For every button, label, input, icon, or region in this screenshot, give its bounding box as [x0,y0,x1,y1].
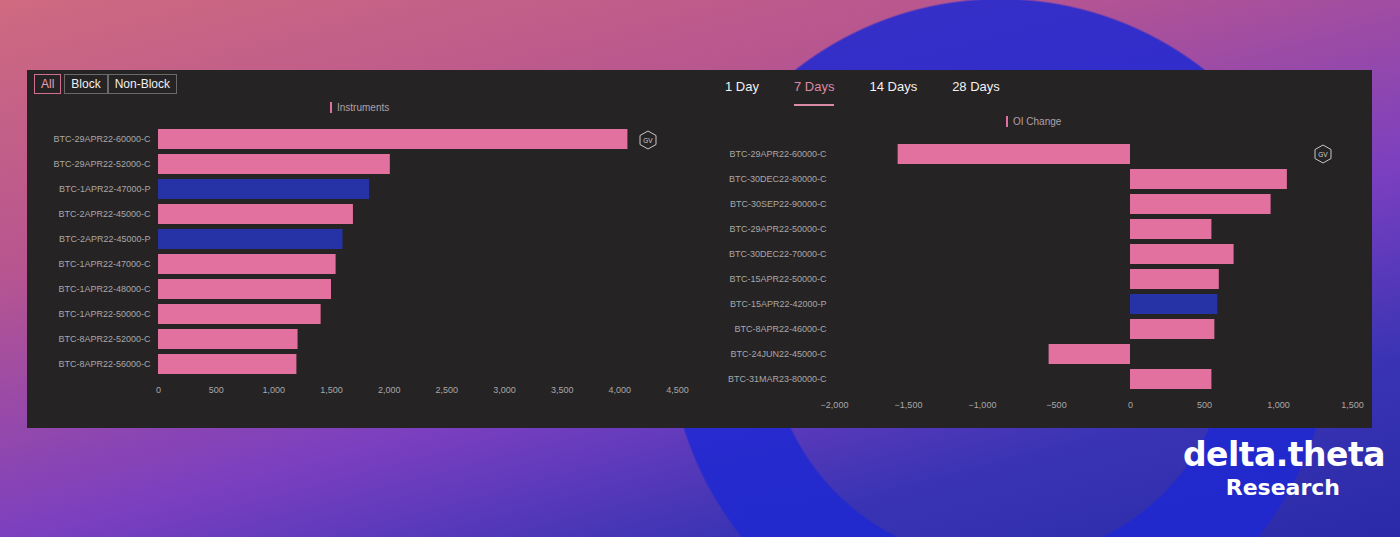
svg-text:BTC-15APR22-42000-P: BTC-15APR22-42000-P [730,299,827,309]
svg-text:500: 500 [1197,400,1212,410]
svg-text:3,000: 3,000 [493,385,516,395]
svg-text:4,500: 4,500 [666,385,689,395]
html-text:Research: Research [1225,475,1340,500]
svg-text:BTC-29APR22-50000-C: BTC-29APR22-50000-C [729,224,827,234]
svg-text:1,000: 1,000 [263,385,286,395]
svg-text:3,500: 3,500 [551,385,574,395]
html-text:Non-Block: Non-Block [114,77,170,91]
svg-text:2,000: 2,000 [378,385,401,395]
svg-text:BTC-2APR22-45000-P: BTC-2APR22-45000-P [59,234,151,244]
html-text:7 Days: 7 Days [794,79,835,94]
svg-text:4,000: 4,000 [609,385,632,395]
svg-text:−500: −500 [1046,400,1066,410]
svg-text:BTC-8APR22-56000-C: BTC-8APR22-56000-C [58,359,151,369]
svg-text:0: 0 [1128,400,1133,410]
html-text:14 Days: 14 Days [869,79,918,94]
html-text:Block: Block [71,77,101,91]
svg-text:1,000: 1,000 [1267,400,1290,410]
svg-text:BTC-30DEC22-80000-C: BTC-30DEC22-80000-C [729,174,827,184]
svg-text:BTC-24JUN22-45000-C: BTC-24JUN22-45000-C [730,349,827,359]
svg-text:GV: GV [1318,151,1328,158]
html-text:28 Days: 28 Days [952,79,1000,94]
svg-text:1,500: 1,500 [320,385,343,395]
html-text:All: All [41,77,55,91]
html-text:OI Change: OI Change [1013,116,1062,127]
svg-text:BTC-8APR22-46000-C: BTC-8APR22-46000-C [734,324,827,334]
svg-text:2,500: 2,500 [436,385,459,395]
svg-text:500: 500 [209,385,224,395]
html-text:Instruments: Instruments [337,102,390,113]
svg-text:−1,500: −1,500 [895,400,923,410]
svg-text:BTC-29APR22-60000-C: BTC-29APR22-60000-C [729,149,827,159]
svg-text:BTC-2APR22-45000-C: BTC-2APR22-45000-C [58,209,151,219]
svg-text:BTC-15APR22-50000-C: BTC-15APR22-50000-C [729,274,827,284]
svg-text:BTC-29APR22-60000-C: BTC-29APR22-60000-C [53,134,151,144]
svg-text:BTC-31MAR23-80000-C: BTC-31MAR23-80000-C [728,374,827,384]
html-text:delta.theta: delta.theta [1182,435,1385,474]
svg-text:GV: GV [643,137,653,144]
html-text:1 Day: 1 Day [725,79,759,94]
svg-text:0: 0 [156,385,161,395]
svg-text:BTC-30DEC22-70000-C: BTC-30DEC22-70000-C [729,249,827,259]
svg-text:BTC-1APR22-50000-C: BTC-1APR22-50000-C [58,309,151,319]
svg-text:BTC-1APR22-47000-P: BTC-1APR22-47000-P [59,184,151,194]
svg-text:BTC-30SEP22-90000-C: BTC-30SEP22-90000-C [730,199,827,209]
svg-text:BTC-1APR22-47000-C: BTC-1APR22-47000-C [58,259,151,269]
svg-text:−1,000: −1,000 [969,400,997,410]
svg-text:BTC-1APR22-48000-C: BTC-1APR22-48000-C [58,284,151,294]
svg-text:1,500: 1,500 [1341,400,1364,410]
svg-text:−2,000: −2,000 [821,400,849,410]
svg-text:BTC-8APR22-52000-C: BTC-8APR22-52000-C [58,334,151,344]
svg-text:BTC-29APR22-52000-C: BTC-29APR22-52000-C [53,159,151,169]
